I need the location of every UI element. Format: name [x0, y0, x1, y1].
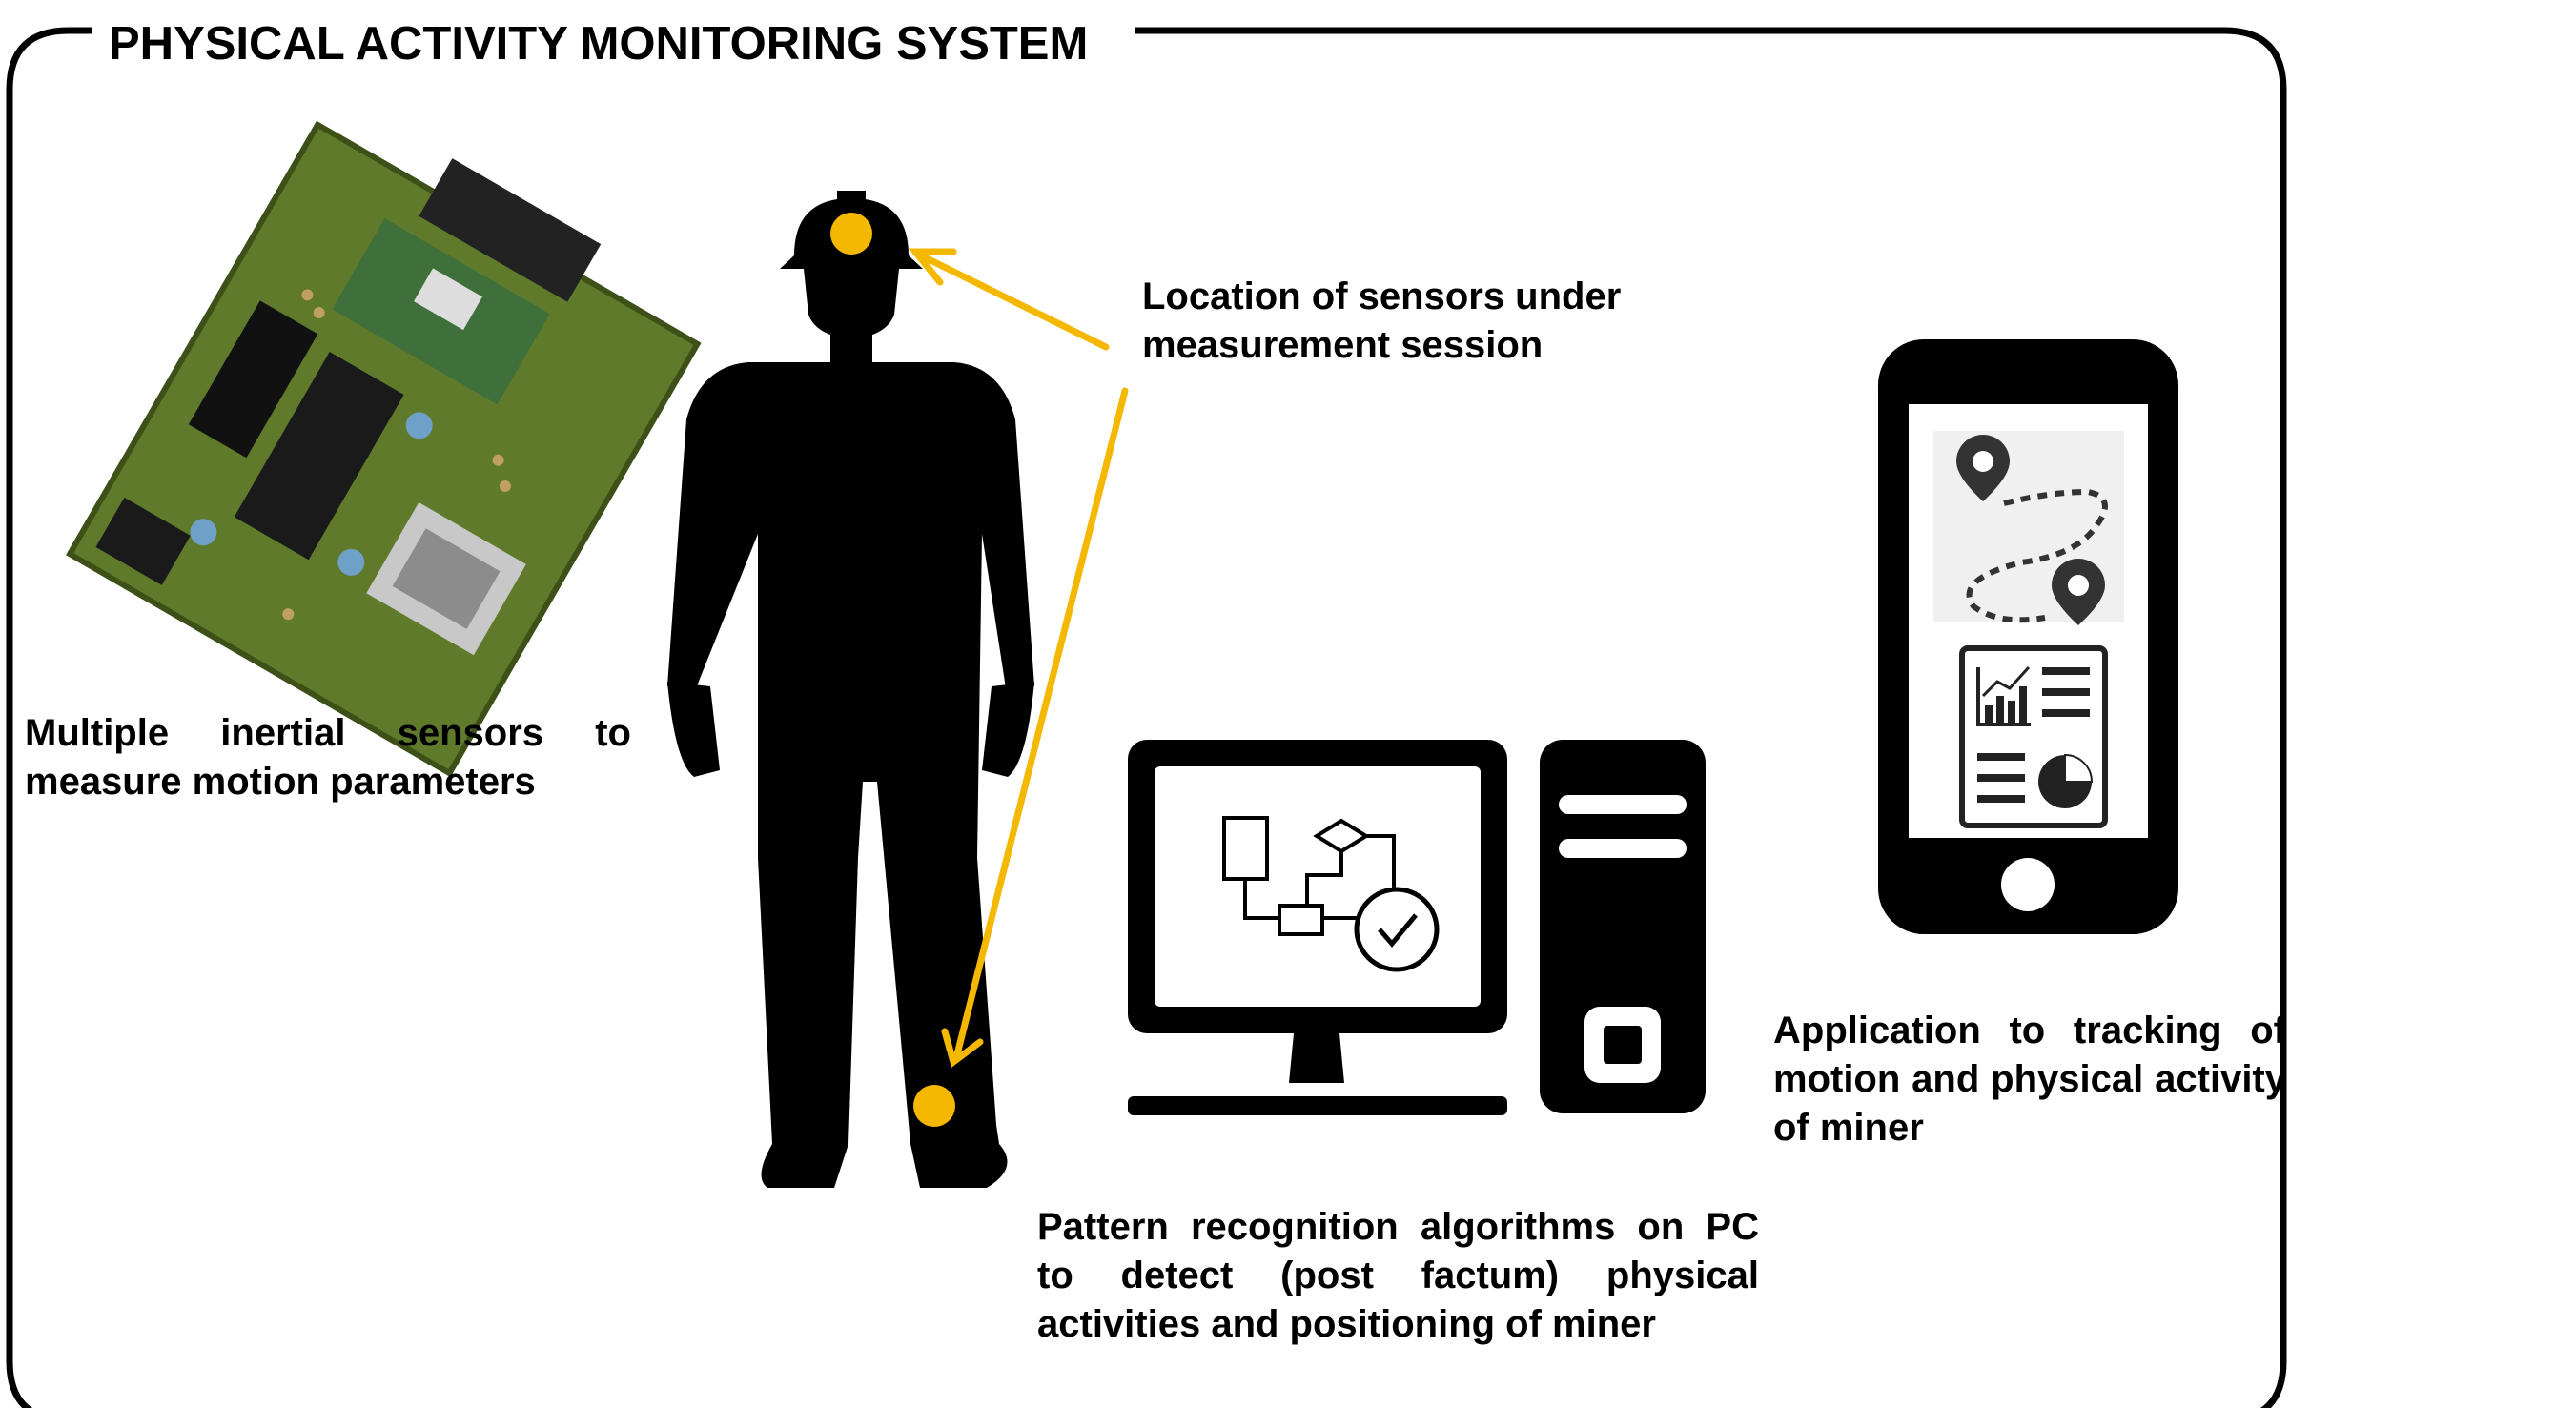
desktop-computer-icon: [1128, 740, 1706, 1115]
report-chart-icon: [1959, 645, 2108, 828]
smartphone-icon: [1878, 339, 2178, 934]
label-pattern-recognition: Pattern recognition algorithms on PC to …: [1037, 1206, 1759, 1345]
circuit-board-image: [66, 120, 702, 778]
leg-sensor-dot: [913, 1085, 955, 1127]
label-tracking-app: Application to tracking of motion and ph…: [1773, 1010, 2286, 1149]
sensor-location-arrows: [908, 248, 1129, 1068]
system-frame: [6, 27, 2287, 1408]
label-sensor-location: Location of sensors under measurement se…: [1142, 275, 1622, 366]
map-pin-icon: [1956, 435, 2105, 625]
label-inertial-sensors: Multiple inertial sensors to measure mot…: [25, 712, 631, 803]
diagram-title: PHYSICAL ACTIVITY MONITORING SYSTEM: [92, 13, 1106, 74]
head-sensor-dot: [830, 213, 872, 255]
checkmark-icon: [1354, 887, 1440, 972]
miner-silhouette-icon: [667, 191, 1034, 1188]
flowchart-icon: [1222, 816, 1396, 936]
